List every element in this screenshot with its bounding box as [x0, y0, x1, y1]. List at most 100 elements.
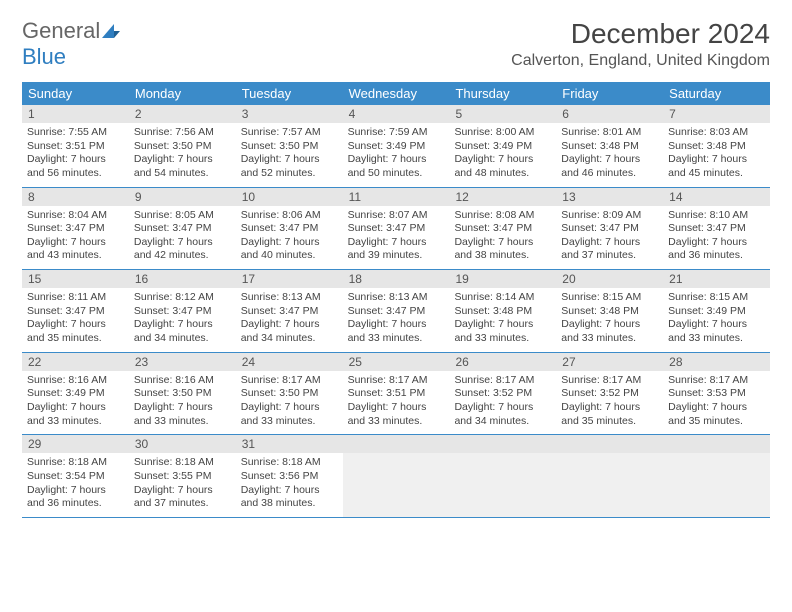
day-cell	[556, 453, 663, 518]
daylight-text: Daylight: 7 hours and 50 minutes.	[348, 153, 445, 180]
daylight-text: Daylight: 7 hours and 35 minutes.	[561, 401, 658, 428]
sunset-text: Sunset: 3:48 PM	[561, 305, 658, 319]
sunset-text: Sunset: 3:47 PM	[134, 305, 231, 319]
daylight-text: Daylight: 7 hours and 37 minutes.	[561, 236, 658, 263]
day-number: 4	[343, 105, 450, 123]
sunrise-text: Sunrise: 8:15 AM	[561, 291, 658, 305]
sunrise-text: Sunrise: 8:15 AM	[668, 291, 765, 305]
daylight-text: Daylight: 7 hours and 54 minutes.	[134, 153, 231, 180]
sunset-text: Sunset: 3:50 PM	[241, 387, 338, 401]
weekday-label: Tuesday	[236, 82, 343, 105]
day-cell	[343, 453, 450, 518]
sunset-text: Sunset: 3:49 PM	[348, 140, 445, 154]
day-number	[663, 435, 770, 453]
day-number: 29	[22, 435, 129, 453]
daylight-text: Daylight: 7 hours and 33 minutes.	[668, 318, 765, 345]
sunrise-text: Sunrise: 8:17 AM	[348, 374, 445, 388]
sunrise-text: Sunrise: 8:06 AM	[241, 209, 338, 223]
day-cell: Sunrise: 7:55 AMSunset: 3:51 PMDaylight:…	[22, 123, 129, 188]
sunset-text: Sunset: 3:51 PM	[27, 140, 124, 154]
day-number: 1	[22, 105, 129, 123]
day-cell	[663, 453, 770, 518]
week-row: Sunrise: 8:18 AMSunset: 3:54 PMDaylight:…	[22, 453, 770, 518]
day-number: 5	[449, 105, 556, 123]
day-cell: Sunrise: 8:03 AMSunset: 3:48 PMDaylight:…	[663, 123, 770, 188]
sunset-text: Sunset: 3:50 PM	[241, 140, 338, 154]
sunrise-text: Sunrise: 7:57 AM	[241, 126, 338, 140]
day-number: 20	[556, 270, 663, 288]
day-number-row: 15161718192021	[22, 270, 770, 288]
day-number: 18	[343, 270, 450, 288]
day-cell: Sunrise: 8:11 AMSunset: 3:47 PMDaylight:…	[22, 288, 129, 353]
day-number: 14	[663, 188, 770, 206]
day-number-row: 891011121314	[22, 188, 770, 206]
sunrise-text: Sunrise: 8:14 AM	[454, 291, 551, 305]
day-number: 15	[22, 270, 129, 288]
day-cell: Sunrise: 7:56 AMSunset: 3:50 PMDaylight:…	[129, 123, 236, 188]
daylight-text: Daylight: 7 hours and 35 minutes.	[27, 318, 124, 345]
daylight-text: Daylight: 7 hours and 56 minutes.	[27, 153, 124, 180]
sunrise-text: Sunrise: 7:56 AM	[134, 126, 231, 140]
day-cell: Sunrise: 8:17 AMSunset: 3:51 PMDaylight:…	[343, 371, 450, 436]
logo-text: General Blue	[22, 18, 120, 70]
sunset-text: Sunset: 3:52 PM	[561, 387, 658, 401]
day-cell: Sunrise: 8:01 AMSunset: 3:48 PMDaylight:…	[556, 123, 663, 188]
week-row: Sunrise: 8:04 AMSunset: 3:47 PMDaylight:…	[22, 206, 770, 271]
weekday-label: Wednesday	[343, 82, 450, 105]
day-number: 13	[556, 188, 663, 206]
logo-part1: General	[22, 18, 100, 43]
sunset-text: Sunset: 3:47 PM	[241, 305, 338, 319]
daylight-text: Daylight: 7 hours and 33 minutes.	[241, 401, 338, 428]
day-cell: Sunrise: 7:59 AMSunset: 3:49 PMDaylight:…	[343, 123, 450, 188]
day-number: 17	[236, 270, 343, 288]
day-number: 23	[129, 353, 236, 371]
day-cell: Sunrise: 8:16 AMSunset: 3:49 PMDaylight:…	[22, 371, 129, 436]
calendar: SundayMondayTuesdayWednesdayThursdayFrid…	[22, 82, 770, 518]
day-number-row: 1234567	[22, 105, 770, 123]
daylight-text: Daylight: 7 hours and 40 minutes.	[241, 236, 338, 263]
day-number: 21	[663, 270, 770, 288]
daylight-text: Daylight: 7 hours and 38 minutes.	[454, 236, 551, 263]
day-cell: Sunrise: 8:08 AMSunset: 3:47 PMDaylight:…	[449, 206, 556, 271]
sunset-text: Sunset: 3:47 PM	[241, 222, 338, 236]
day-number: 19	[449, 270, 556, 288]
daylight-text: Daylight: 7 hours and 39 minutes.	[348, 236, 445, 263]
day-number: 22	[22, 353, 129, 371]
day-number: 10	[236, 188, 343, 206]
daylight-text: Daylight: 7 hours and 33 minutes.	[561, 318, 658, 345]
sunrise-text: Sunrise: 8:18 AM	[134, 456, 231, 470]
sunset-text: Sunset: 3:50 PM	[134, 387, 231, 401]
daylight-text: Daylight: 7 hours and 37 minutes.	[134, 484, 231, 511]
sunset-text: Sunset: 3:48 PM	[561, 140, 658, 154]
daylight-text: Daylight: 7 hours and 34 minutes.	[241, 318, 338, 345]
day-number: 28	[663, 353, 770, 371]
sunset-text: Sunset: 3:51 PM	[348, 387, 445, 401]
sunset-text: Sunset: 3:47 PM	[561, 222, 658, 236]
day-number: 16	[129, 270, 236, 288]
sunrise-text: Sunrise: 8:12 AM	[134, 291, 231, 305]
day-cell: Sunrise: 8:15 AMSunset: 3:49 PMDaylight:…	[663, 288, 770, 353]
logo-part2: Blue	[22, 44, 66, 69]
sunrise-text: Sunrise: 8:04 AM	[27, 209, 124, 223]
daylight-text: Daylight: 7 hours and 45 minutes.	[668, 153, 765, 180]
logo-sail-icon	[102, 18, 120, 43]
sunrise-text: Sunrise: 8:16 AM	[134, 374, 231, 388]
weekday-label: Monday	[129, 82, 236, 105]
day-cell: Sunrise: 8:06 AMSunset: 3:47 PMDaylight:…	[236, 206, 343, 271]
daylight-text: Daylight: 7 hours and 42 minutes.	[134, 236, 231, 263]
sunset-text: Sunset: 3:47 PM	[348, 305, 445, 319]
weekday-label: Thursday	[449, 82, 556, 105]
day-number: 26	[449, 353, 556, 371]
day-cell: Sunrise: 8:17 AMSunset: 3:52 PMDaylight:…	[556, 371, 663, 436]
daylight-text: Daylight: 7 hours and 33 minutes.	[348, 401, 445, 428]
location: Calverton, England, United Kingdom	[511, 52, 770, 70]
day-cell: Sunrise: 8:17 AMSunset: 3:53 PMDaylight:…	[663, 371, 770, 436]
sunrise-text: Sunrise: 8:08 AM	[454, 209, 551, 223]
sunset-text: Sunset: 3:49 PM	[454, 140, 551, 154]
day-cell: Sunrise: 8:00 AMSunset: 3:49 PMDaylight:…	[449, 123, 556, 188]
day-number: 9	[129, 188, 236, 206]
day-cell: Sunrise: 8:15 AMSunset: 3:48 PMDaylight:…	[556, 288, 663, 353]
day-cell: Sunrise: 8:09 AMSunset: 3:47 PMDaylight:…	[556, 206, 663, 271]
day-cell	[449, 453, 556, 518]
day-cell: Sunrise: 7:57 AMSunset: 3:50 PMDaylight:…	[236, 123, 343, 188]
